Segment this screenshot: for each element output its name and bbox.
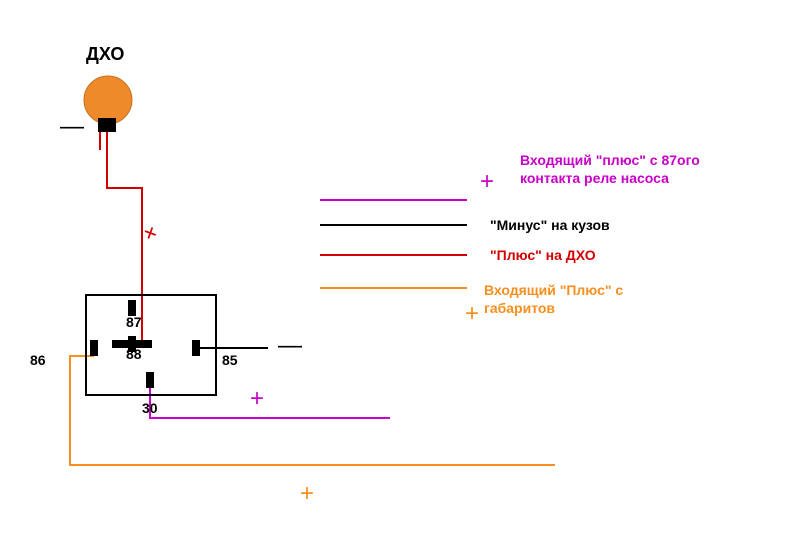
- legend-incoming-87-line1: Входящий "плюс" с 87ого: [520, 152, 700, 168]
- pin-86: [90, 340, 98, 356]
- pin-30: [146, 372, 154, 388]
- legend-incoming-87-line2: контакта реле насоса: [520, 170, 669, 186]
- legend-plus-dkho: "Плюс" на ДХО: [490, 247, 596, 263]
- legend-incoming-park-line2: габаритов: [484, 300, 555, 316]
- pin-88-label: 88: [126, 346, 142, 362]
- wire-magenta: [150, 388, 390, 418]
- pin-85-label: 85: [222, 352, 238, 368]
- magenta-plus-sign: +: [250, 385, 264, 413]
- black-minus-sign: —: [278, 332, 302, 360]
- lamp-connector: [98, 118, 116, 132]
- orange-plus-sign: +: [300, 480, 314, 508]
- lamp-minus-sign: —: [60, 113, 84, 141]
- pin-87-label: 87: [126, 314, 142, 330]
- pin-86-label: 86: [30, 352, 46, 368]
- legend-minus-body: "Минус" на кузов: [490, 217, 610, 233]
- lamp-icon: [84, 76, 132, 124]
- title-label: ДХО: [86, 44, 124, 65]
- legend-magenta-plus-sign: +: [480, 168, 494, 196]
- legend-orange-plus-sign: +: [465, 300, 479, 328]
- pin-30-label: 30: [142, 400, 158, 416]
- legend-incoming-park-line1: Входящий "Плюс" с: [484, 282, 623, 298]
- pin-85: [192, 340, 200, 356]
